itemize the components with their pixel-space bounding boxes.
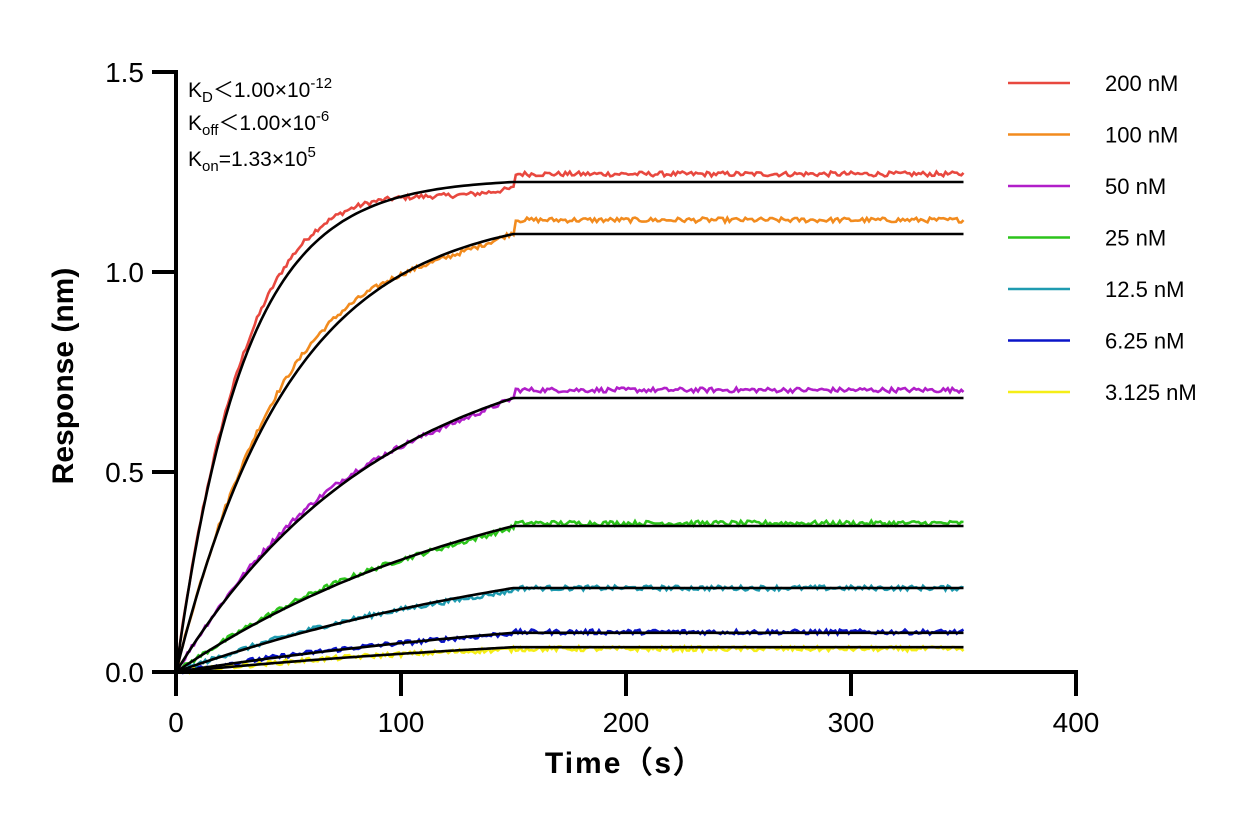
y-tick-label-0.5: 0.5 [105,457,144,488]
fit-line-50-nM [174,396,964,673]
fit-curves [174,180,964,674]
data-series [174,169,965,675]
series-line-3-125-nM [175,643,965,675]
fit-line-200-nM [174,180,964,673]
kon-annotation: Kon=1.33×105 [188,144,316,175]
x-tick-label-300: 300 [828,707,875,738]
x-tick-label-200: 200 [603,707,650,738]
legend-label-3-125-nM: 3.125 nM [1105,380,1197,405]
fit-line-100-nM [174,232,964,673]
fit-line-25-nM [175,524,964,674]
legend-label-100-nM: 100 nM [1105,123,1178,148]
legend-label-50-nM: 50 nM [1105,174,1166,199]
kinetic-annotations: KD＜1.00×10-12 Koff＜1.00×10-6 Kon=1.33×10… [188,75,332,175]
series-line-200-nM [174,169,965,673]
legend-label-25-nM: 25 nM [1105,226,1166,251]
series-line-25-nM [175,518,964,674]
series-line-100-nM [174,215,965,673]
axes: 0 100 200 300 400 0.0 0.5 1.0 1.5 [105,57,1099,738]
koff-annotation: Koff＜1.00×10-6 [188,108,329,139]
y-axis-title: Response (nm) [47,268,80,485]
y-tick-label-1.5: 1.5 [105,57,144,88]
x-axis-title: Time（s） [545,746,705,780]
kd-annotation: KD＜1.00×10-12 [188,75,332,106]
legend-label-12-5-nM: 12.5 nM [1105,277,1185,302]
y-tick-label-1.0: 1.0 [105,257,144,288]
legend: 200 nM 100 nM 50 nM 25 nM 12.5 nM 6.25 nM 3.12… [1008,71,1197,405]
fit-line-6-25-nM [175,631,964,674]
x-tick-label-400: 400 [1053,707,1100,738]
fit-line-3-125-nM [175,645,964,674]
x-tick-label-100: 100 [378,707,425,738]
fit-line-12-5-nM [175,586,964,674]
y-tick-label-0.0: 0.0 [105,657,144,688]
legend-label-6-25-nM: 6.25 nM [1105,329,1185,354]
x-tick-label-0: 0 [168,707,184,738]
legend-label-200-nM: 200 nM [1105,71,1178,96]
series-line-6-25-nM [175,627,965,675]
series-line-50-nM [175,385,965,674]
